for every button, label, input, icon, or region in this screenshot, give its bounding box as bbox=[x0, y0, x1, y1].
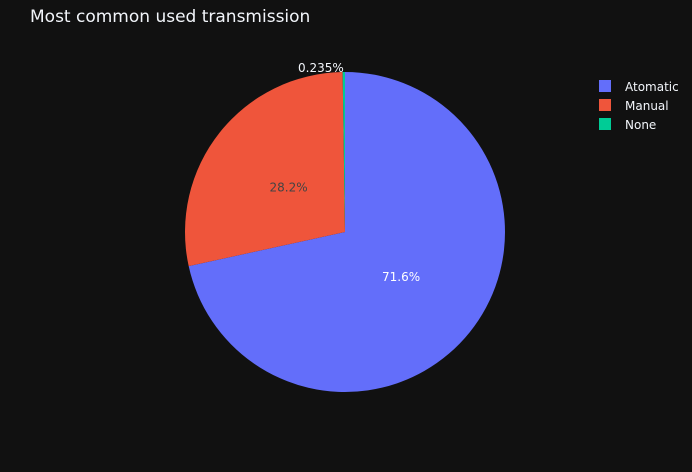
pie-slice-labels: 71.6% 28.2% 0.235% bbox=[270, 61, 421, 284]
pie-slice-none[interactable] bbox=[342, 72, 345, 232]
legend-item-none[interactable]: None bbox=[599, 118, 656, 132]
legend-swatch bbox=[599, 118, 611, 130]
legend-item-atomatic[interactable]: Atomatic bbox=[599, 80, 679, 94]
legend[interactable]: Atomatic Manual None bbox=[599, 80, 679, 132]
slice-label-atomatic: 71.6% bbox=[382, 270, 420, 284]
slice-label-none: 0.235% bbox=[298, 61, 344, 75]
slice-label-manual: 28.2% bbox=[270, 180, 308, 194]
legend-label: Manual bbox=[625, 99, 669, 113]
pie-slice-manual[interactable] bbox=[185, 72, 345, 267]
legend-swatch bbox=[599, 80, 611, 92]
pie-slices bbox=[185, 72, 506, 392]
chart-title: Most common used transmission bbox=[30, 7, 310, 27]
legend-label: Atomatic bbox=[625, 80, 679, 94]
pie-slice-atomatic[interactable] bbox=[188, 72, 506, 392]
legend-label: None bbox=[625, 118, 656, 132]
legend-swatch bbox=[599, 99, 611, 111]
legend-item-manual[interactable]: Manual bbox=[599, 99, 669, 113]
